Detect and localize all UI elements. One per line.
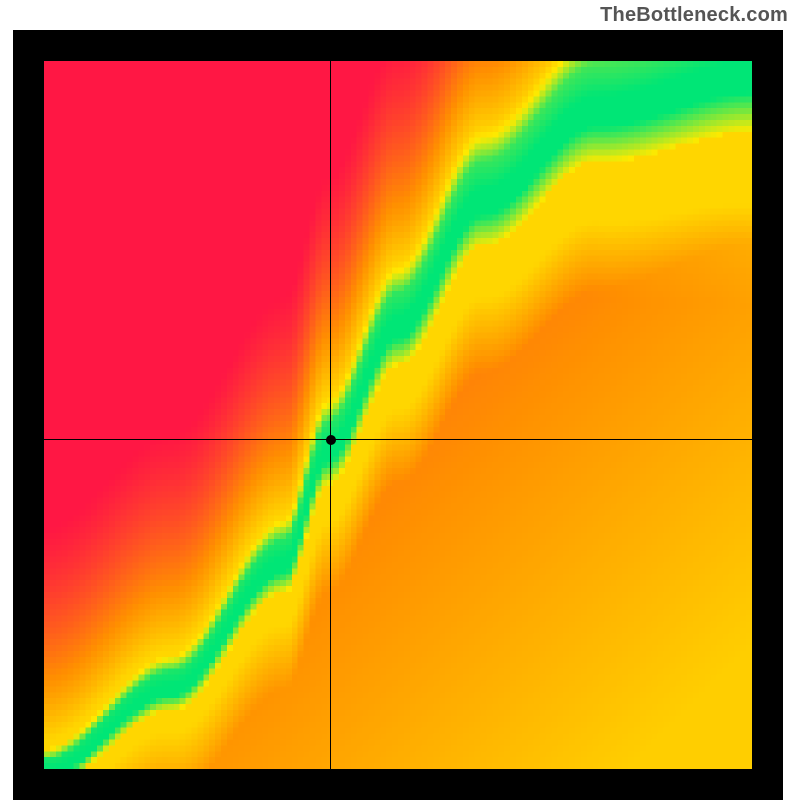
chart-container: TheBottleneck.com	[0, 0, 800, 800]
crosshair-vertical	[330, 61, 331, 769]
crosshair-marker	[326, 435, 336, 445]
heatmap-canvas	[44, 61, 752, 769]
crosshair-horizontal	[44, 439, 752, 440]
watermark-text: TheBottleneck.com	[600, 4, 788, 27]
heatmap-plot	[44, 61, 752, 769]
plot-frame	[13, 30, 783, 800]
